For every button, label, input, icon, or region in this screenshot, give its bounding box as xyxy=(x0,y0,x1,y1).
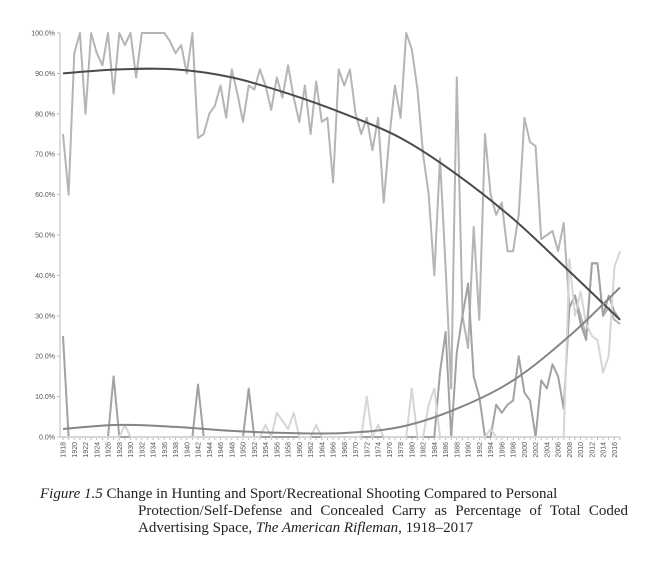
protection-trendline xyxy=(62,286,621,435)
x-tick-label: 1984 xyxy=(432,442,439,458)
x-tick-label: 2004 xyxy=(544,442,551,458)
x-tick-label: 1930 xyxy=(128,442,135,458)
x-tick-label: 1980 xyxy=(409,442,416,458)
y-tick-label: 10.0% xyxy=(35,394,55,401)
x-tick-label: 1924 xyxy=(94,442,101,458)
x-tick-label: 1990 xyxy=(466,442,473,458)
x-tick-label: 1920 xyxy=(72,442,79,458)
hunting-trendline xyxy=(62,67,621,321)
x-tick-label: 1992 xyxy=(477,442,484,458)
x-tick-label: 1946 xyxy=(218,442,225,458)
x-tick-label: 1950 xyxy=(241,442,248,458)
x-tick-label: 1940 xyxy=(184,442,191,458)
line-chart: 0.0% 10.0% 20.0% 30.0% 40.0% 50.0% 60.0% 70.0% 8… xyxy=(31,31,621,458)
x-tick-label: 1952 xyxy=(252,442,259,458)
caption-text-1: Change in Hunting and Sport/Recreational… xyxy=(106,486,558,502)
x-tick-label: 1982 xyxy=(421,442,428,458)
x-tick-label: 1942 xyxy=(196,442,203,458)
y-tick-label: 100.0% xyxy=(31,31,55,38)
x-tick-label: 1998 xyxy=(511,442,518,458)
x-tick-label: 1986 xyxy=(443,442,450,458)
x-tick-label: 2008 xyxy=(567,442,574,458)
x-tick-label: 1956 xyxy=(274,442,281,458)
x-tick-label: 1948 xyxy=(229,442,236,458)
x-tick-label: 1954 xyxy=(263,442,270,458)
y-tick-label: 70.0% xyxy=(35,152,55,159)
y-tick-label: 80.0% xyxy=(35,111,55,118)
y-tick-label: 20.0% xyxy=(35,354,55,361)
x-tick-label: 1994 xyxy=(488,442,495,458)
x-tick-label: 1962 xyxy=(308,442,315,458)
x-tick-label: 1972 xyxy=(364,442,371,458)
x-tick-label: 1958 xyxy=(286,442,293,458)
x-tick-label: 1964 xyxy=(319,442,326,458)
x-tick-label: 1966 xyxy=(331,442,338,458)
axes: 0.0% 10.0% 20.0% 30.0% 40.0% 50.0% 60.0% 70.0% 8… xyxy=(31,31,621,458)
y-tick-label: 0.0% xyxy=(39,435,55,442)
x-tick-label: 1996 xyxy=(499,442,506,458)
x-tick-label: 2012 xyxy=(589,442,596,458)
y-tick-label: 50.0% xyxy=(35,233,55,240)
x-tick-label: 1936 xyxy=(162,442,169,458)
x-tick-label: 2006 xyxy=(556,442,563,458)
figure-caption: Figure 1.5 Change in Hunting and Sport/R… xyxy=(40,486,628,537)
x-tick-label: 2010 xyxy=(578,442,585,458)
x-tick-label: 1988 xyxy=(454,442,461,458)
x-tick-label: 1934 xyxy=(151,442,158,458)
x-tick-label: 2014 xyxy=(601,442,608,458)
x-tick-label: 1976 xyxy=(387,442,394,458)
x-tick-label: 1970 xyxy=(353,442,360,458)
trendline-group xyxy=(62,67,621,435)
caption-years: , 1918–2017 xyxy=(398,520,474,536)
caption-text-2: Protection/Self-Defense and Concealed Ca… xyxy=(138,503,628,536)
figure-label: Figure 1.5 xyxy=(40,486,103,502)
x-tick-label: 1922 xyxy=(83,442,90,458)
x-tick-label: 1968 xyxy=(342,442,349,458)
x-tick-label: 1938 xyxy=(173,442,180,458)
x-tick-label: 1926 xyxy=(106,442,113,458)
y-tick-label: 30.0% xyxy=(35,313,55,320)
y-tick-label: 60.0% xyxy=(35,192,55,199)
series-group xyxy=(62,32,621,438)
x-tick-label: 2016 xyxy=(612,442,619,458)
series-line-hunting xyxy=(62,32,621,390)
x-tick-label: 1978 xyxy=(398,442,405,458)
x-tick-label: 2002 xyxy=(533,442,540,458)
x-tick-label: 2000 xyxy=(522,442,529,458)
x-tick-label: 1918 xyxy=(61,442,68,458)
y-tick-label: 40.0% xyxy=(35,273,55,280)
x-tick-label: 1932 xyxy=(139,442,146,458)
series-line-protection xyxy=(62,262,621,438)
x-tick-label: 1928 xyxy=(117,442,124,458)
x-tick-label: 1944 xyxy=(207,442,214,458)
caption-publication: The American Rifleman xyxy=(255,520,399,536)
x-tick-label: 1960 xyxy=(297,442,304,458)
x-tick-label: 1974 xyxy=(376,442,383,458)
y-tick-label: 90.0% xyxy=(35,71,55,78)
series-line-concealed-carry xyxy=(63,250,621,438)
